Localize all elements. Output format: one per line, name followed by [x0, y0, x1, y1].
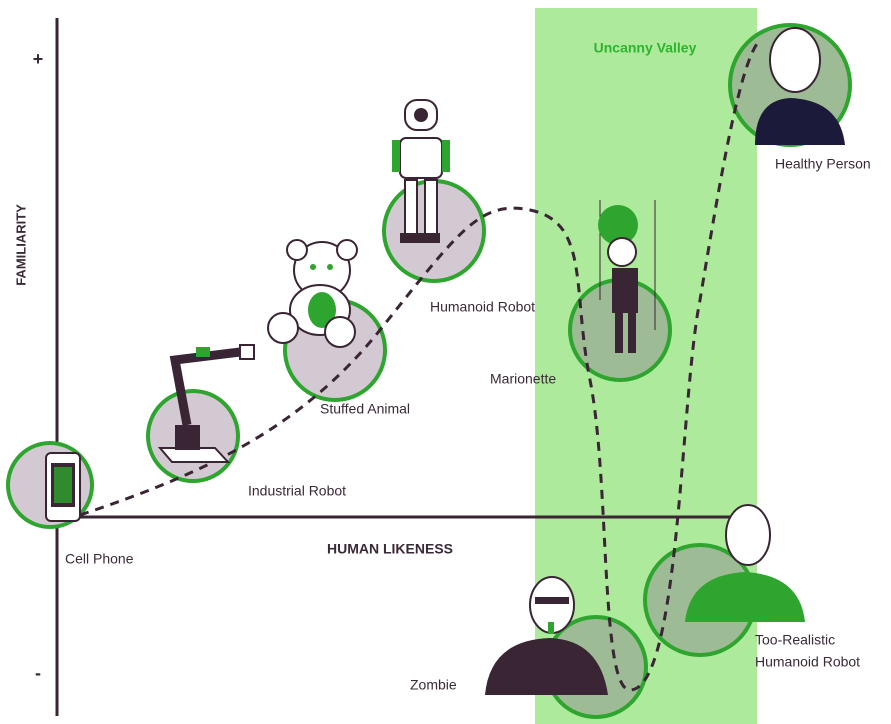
- node-label: Cell Phone: [65, 551, 134, 567]
- node-label: Marionette: [490, 371, 556, 387]
- region-label: Uncanny Valley: [594, 40, 697, 56]
- zombie-icon: [485, 576, 608, 695]
- healthy-person-icon: [755, 27, 845, 145]
- humanoid-robot-icon: [392, 99, 450, 243]
- y-axis-label: FAMILIARITY: [13, 204, 28, 286]
- familiarity-curve: [79, 38, 762, 692]
- x-axis-label: HUMAN LIKENESS: [327, 541, 453, 557]
- too-realistic-icon: [685, 504, 805, 622]
- node-label: Stuffed Animal: [320, 401, 410, 417]
- node-label: Humanoid Robot: [755, 654, 860, 670]
- y-minus: -: [35, 663, 41, 683]
- marionette-icon: [598, 200, 656, 353]
- node-label: Too-Realistic: [755, 632, 835, 648]
- y-plus: +: [33, 49, 44, 69]
- node-label: Healthy Person: [775, 156, 871, 172]
- node-label: Humanoid Robot: [430, 299, 535, 315]
- teddy-icon: [267, 239, 358, 348]
- phone-icon: [45, 452, 81, 522]
- industrial-robot-icon: [157, 344, 255, 463]
- node-label: Industrial Robot: [248, 483, 346, 499]
- node-label: Zombie: [410, 677, 457, 693]
